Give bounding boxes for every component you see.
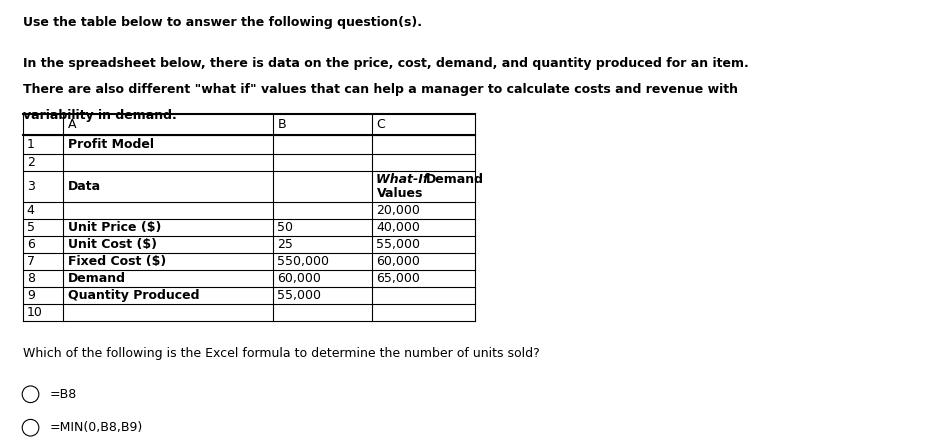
Text: 55,000: 55,000 (278, 289, 322, 302)
Text: Which of the following is the Excel formula to determine the number of units sol: Which of the following is the Excel form… (23, 347, 540, 360)
Text: 25: 25 (278, 238, 293, 251)
Text: Unit Price ($): Unit Price ($) (68, 221, 161, 234)
Text: variability in demand.: variability in demand. (23, 109, 177, 122)
Text: Use the table below to answer the following question(s).: Use the table below to answer the follow… (23, 16, 422, 29)
Text: There are also different "what if" values that can help a manager to calculate c: There are also different "what if" value… (23, 83, 738, 96)
Text: Quantity Produced: Quantity Produced (68, 289, 199, 302)
Text: 2: 2 (27, 156, 35, 169)
Text: B: B (278, 118, 286, 131)
Text: 20,000: 20,000 (376, 204, 420, 217)
Text: Demand: Demand (426, 173, 484, 186)
Text: Data: Data (68, 180, 101, 193)
Text: 3: 3 (27, 180, 35, 193)
Text: 9: 9 (27, 289, 35, 302)
Text: 60,000: 60,000 (278, 272, 321, 285)
Text: 8: 8 (27, 272, 35, 285)
Text: 50: 50 (278, 221, 293, 234)
Text: =MIN(0,B8,B9): =MIN(0,B8,B9) (50, 421, 143, 434)
Text: 6: 6 (27, 238, 35, 251)
Text: 5: 5 (27, 221, 35, 234)
Text: Values: Values (376, 187, 423, 200)
Text: What-If: What-If (376, 173, 433, 186)
Text: 40,000: 40,000 (376, 221, 420, 234)
Text: 65,000: 65,000 (376, 272, 420, 285)
Text: 4: 4 (27, 204, 35, 217)
Text: =B8: =B8 (50, 388, 77, 401)
Text: 1: 1 (27, 138, 35, 151)
Text: A: A (68, 118, 76, 131)
Text: 60,000: 60,000 (376, 255, 420, 268)
Text: 7: 7 (27, 255, 35, 268)
Text: 55,000: 55,000 (376, 238, 421, 251)
Text: C: C (376, 118, 385, 131)
Text: Fixed Cost ($): Fixed Cost ($) (68, 255, 166, 268)
Text: Demand: Demand (68, 272, 126, 285)
Text: Unit Cost ($): Unit Cost ($) (68, 238, 156, 251)
Text: 10: 10 (27, 306, 43, 319)
Text: In the spreadsheet below, there is data on the price, cost, demand, and quantity: In the spreadsheet below, there is data … (23, 57, 749, 70)
Text: Profit Model: Profit Model (68, 138, 154, 151)
Text: 550,000: 550,000 (278, 255, 329, 268)
